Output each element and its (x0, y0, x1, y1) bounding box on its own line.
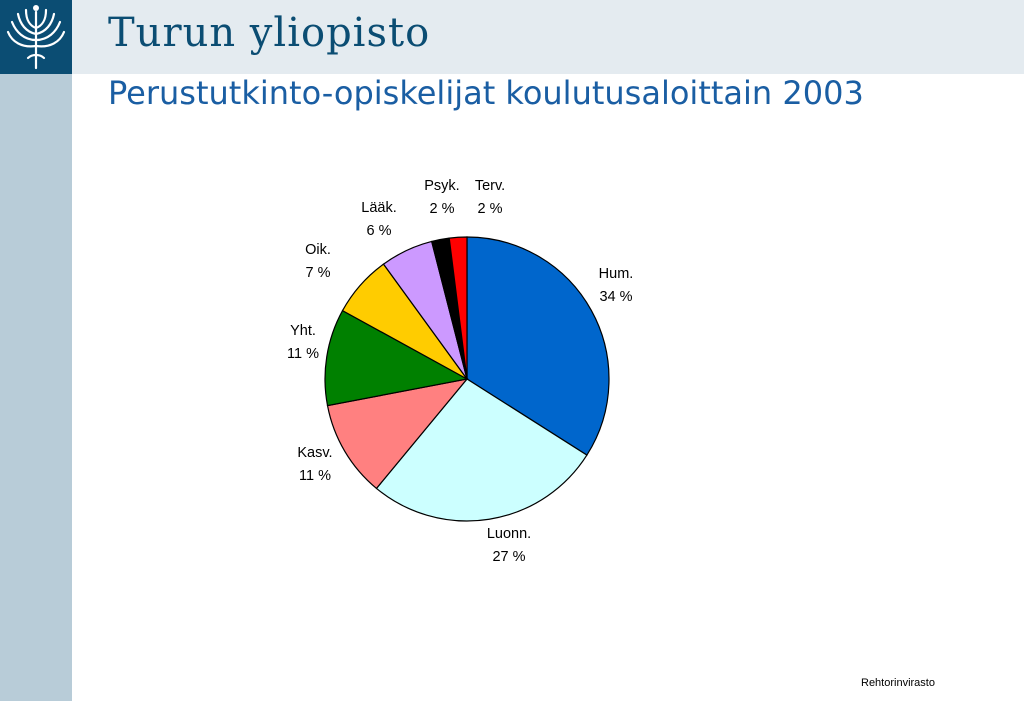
slice-value-label-2: 27 % (492, 549, 525, 565)
slice-label-1: Hum. (599, 266, 634, 282)
header-band (0, 0, 1024, 74)
slice-value-label-5: 7 % (306, 265, 331, 281)
pie-slice-1 (466, 236, 610, 456)
slice-label-5: Oik. (305, 242, 331, 258)
slice-value-label-1: 34 % (599, 289, 632, 305)
university-name: Turun yliopisto (108, 10, 431, 56)
slice-label-7: Psyk. (424, 178, 459, 194)
slice-label-3: Kasv. (297, 445, 332, 461)
university-logo (0, 0, 72, 74)
slide-title: Perustutkinto-opiskelijat koulutusaloitt… (108, 74, 864, 112)
side-band (0, 0, 72, 701)
slice-label-8: Terv. (475, 178, 505, 194)
slice-label-4: Yht. (290, 323, 316, 339)
slice-value-label-6: 6 % (367, 223, 392, 239)
pie-slice-3 (326, 378, 469, 490)
slice-value-label-4: 11 % (287, 346, 319, 362)
pie-slice-2 (375, 378, 588, 522)
pie-slice-4 (324, 309, 469, 407)
footer-text: Rehtorinvirasto (861, 677, 935, 689)
pie-slice-8 (448, 236, 468, 380)
slice-label-2: Luonn. (487, 526, 531, 542)
slice-value-label-3: 11 % (299, 468, 331, 484)
slice-value-label-7: 2 % (430, 201, 455, 217)
slice-label-6: Lääk. (361, 200, 396, 216)
torch-emblem-icon (6, 5, 66, 70)
slice-value-label-8: 2 % (478, 201, 503, 217)
